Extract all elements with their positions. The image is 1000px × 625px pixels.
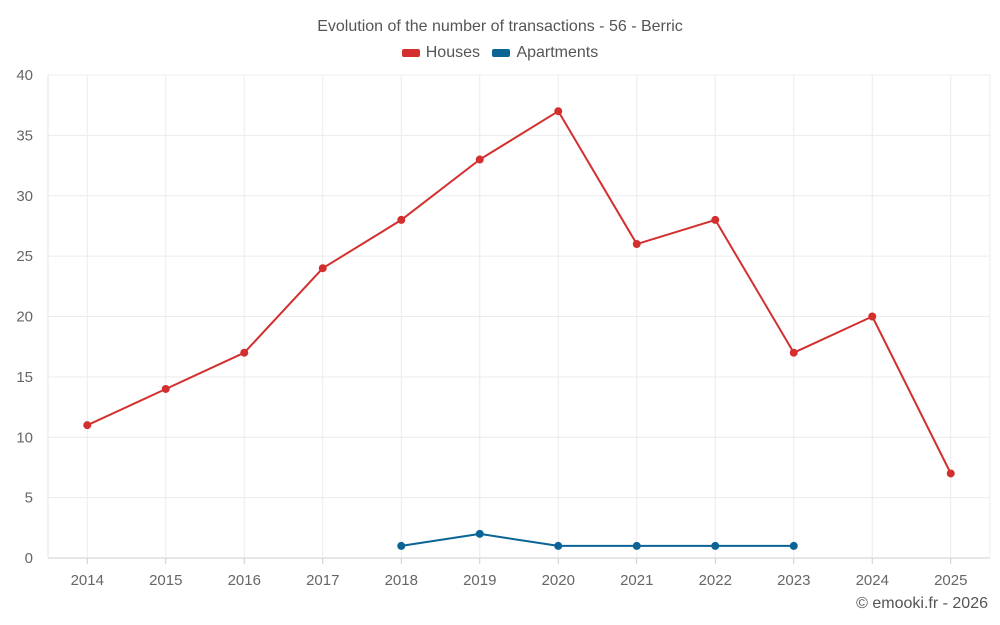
- data-point-apartments: [789, 541, 798, 550]
- credit-text: © emooki.fr - 2026: [856, 595, 988, 612]
- x-tick-label: 2021: [620, 572, 653, 589]
- data-point-houses: [711, 215, 720, 224]
- legend: Houses Apartments: [0, 44, 1000, 62]
- x-axis: 2014 2015 2016 2017 2018 2019 2020 2021 2022 2023…: [71, 558, 967, 589]
- series-line-apartments: [401, 532, 794, 547]
- data-point-houses: [946, 469, 955, 478]
- legend-label-houses: Houses: [425, 44, 480, 61]
- x-tick-label: 2014: [71, 572, 104, 589]
- series-line-houses: [86, 110, 952, 474]
- x-tick-label: 2018: [385, 572, 418, 589]
- chart-title: Evolution of the number of transactions …: [317, 18, 683, 35]
- x-tick-label: 2020: [542, 572, 575, 589]
- legend-swatch-houses: [401, 49, 420, 57]
- legend-item-apartments[interactable]: Apartments: [492, 44, 598, 62]
- x-tick-label: 2022: [699, 572, 732, 589]
- y-tick-label: 15: [16, 369, 33, 386]
- x-tick-label: 2015: [149, 572, 182, 589]
- y-tick-label: 5: [25, 490, 33, 507]
- data-point-houses: [868, 312, 877, 321]
- data-point-houses: [554, 107, 563, 116]
- x-tick-label: 2017: [306, 572, 339, 589]
- x-tick-label: 2019: [463, 572, 496, 589]
- y-tick-label: 10: [16, 429, 33, 446]
- data-point-houses: [789, 348, 798, 357]
- x-tick-label: 2024: [856, 572, 889, 589]
- y-tick-label: 40: [16, 67, 33, 84]
- x-tick-label: 2023: [777, 572, 810, 589]
- y-tick-label: 25: [16, 248, 33, 265]
- data-point-houses: [240, 348, 249, 357]
- legend-label-apartments: Apartments: [516, 44, 599, 61]
- data-point-houses: [475, 155, 484, 164]
- data-point-apartments: [632, 541, 641, 550]
- series-group: [83, 107, 955, 550]
- legend-swatch-apartments: [492, 49, 511, 57]
- data-point-apartments: [711, 541, 720, 550]
- data-point-houses: [397, 215, 406, 224]
- grid-lines: [47, 74, 991, 559]
- x-tick-label: 2016: [228, 572, 261, 589]
- data-point-apartments: [475, 529, 484, 538]
- y-tick-label: 20: [16, 309, 33, 326]
- y-tick-label: 35: [16, 127, 33, 144]
- y-tick-label: 0: [25, 550, 33, 567]
- data-point-houses: [632, 240, 641, 249]
- data-point-houses: [318, 264, 327, 273]
- y-tick-label: 30: [16, 188, 33, 205]
- y-axis: 0 5 10 15 20 25 30 35 40: [16, 67, 33, 567]
- data-point-houses: [83, 421, 92, 430]
- data-point-apartments: [554, 541, 563, 550]
- data-point-apartments: [397, 541, 406, 550]
- legend-item-houses[interactable]: Houses: [401, 44, 480, 62]
- data-point-houses: [161, 384, 170, 393]
- x-tick-label: 2025: [934, 572, 967, 589]
